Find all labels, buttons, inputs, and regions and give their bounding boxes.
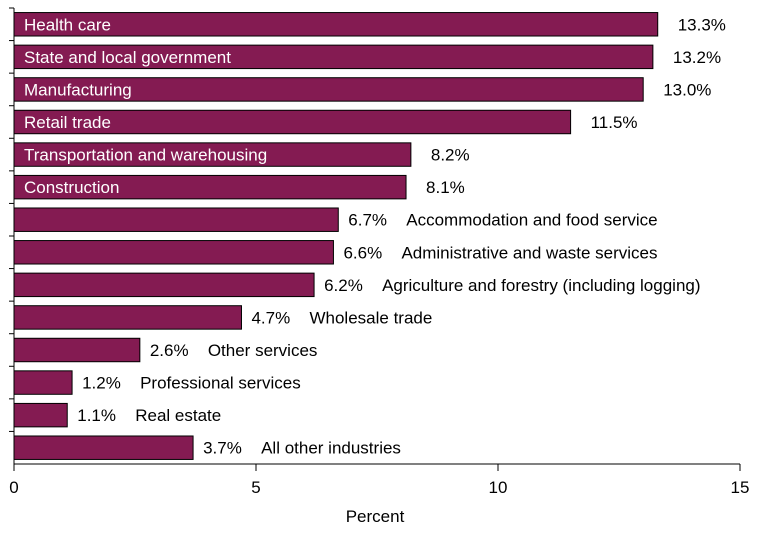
- bar-category-label: Retail trade: [24, 113, 111, 132]
- bar-category-label: All other industries: [261, 439, 401, 458]
- bar-value-label: 4.7%: [251, 308, 290, 327]
- bar: [13, 402, 68, 428]
- bar: [13, 435, 194, 460]
- bar-value-label: 2.6%: [150, 341, 189, 360]
- x-axis-tick-label: 15: [731, 478, 750, 497]
- bar-value-label: 1.2%: [82, 374, 121, 393]
- bar-category-label: Health care: [24, 15, 111, 34]
- bar-category-label: Construction: [24, 178, 119, 197]
- labels-layer: Health care 13.3% State and local governme…: [24, 15, 726, 457]
- bar: [13, 240, 334, 265]
- bar-category-label: Real estate: [135, 406, 221, 425]
- bar-category-label: Transportation and warehousing: [24, 146, 267, 165]
- bar-value-label: 8.1%: [426, 178, 465, 197]
- bar-category-label: Wholesale trade: [309, 308, 432, 327]
- bar-category-label: State and local government: [24, 48, 231, 67]
- bar-category-label: Accommodation and food service: [406, 211, 657, 230]
- bar: [13, 337, 141, 363]
- x-axis-tick-label: 0: [9, 478, 18, 497]
- x-axis-tick-label: 10: [489, 478, 508, 497]
- bar-value-label: 6.6%: [343, 243, 382, 262]
- bar-value-label: 1.1%: [77, 406, 116, 425]
- bar-category-label: Agriculture and forestry (including logg…: [382, 276, 700, 295]
- bar-value-label: 11.5%: [591, 113, 638, 132]
- bar-category-label: Manufacturing: [24, 80, 132, 99]
- x-axis-tick-label: 5: [251, 478, 260, 497]
- bar: [13, 272, 315, 298]
- bar-value-label: 3.7%: [203, 439, 242, 458]
- bar-value-label: 13.0%: [663, 80, 711, 99]
- bar-category-label: Other services: [208, 341, 318, 360]
- bar-category-label: Professional services: [140, 374, 301, 393]
- bar: [13, 305, 242, 330]
- bar-value-label: 13.2%: [673, 48, 721, 67]
- bar-category-label: Administrative and waste services: [401, 243, 657, 262]
- bar-value-label: 6.2%: [324, 276, 363, 295]
- bar-value-label: 6.7%: [348, 211, 387, 230]
- axis-layer: 0 5 10 15: [9, 7, 750, 497]
- bar: [13, 207, 339, 232]
- x-axis-label: Percent: [346, 507, 405, 526]
- bar: [13, 370, 73, 395]
- bar-value-label: 13.3%: [678, 15, 726, 34]
- bar-value-label: 8.2%: [431, 146, 470, 165]
